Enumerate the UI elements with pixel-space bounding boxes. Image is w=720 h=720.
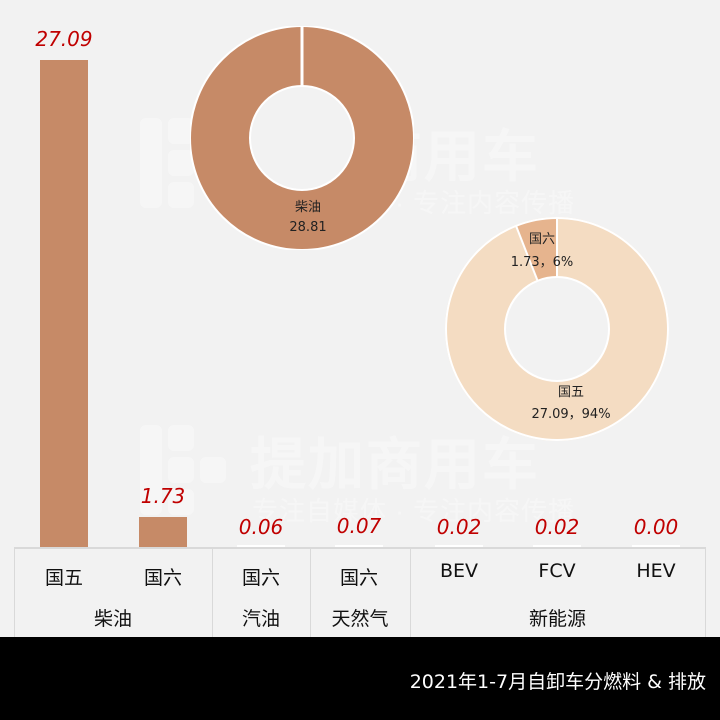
bar-gas-guoliu [335, 545, 383, 547]
donut-emission-guoliu-value: 1.73，6% [510, 255, 574, 270]
bar-hev [632, 545, 680, 547]
value-label: 27.09 [35, 27, 93, 51]
axis-divider [410, 547, 411, 637]
axis-category: FCV [538, 560, 576, 582]
footer-bar: 2021年1-7月自卸车分燃料 & 排放 [0, 637, 720, 720]
bar-diesel-guoliu [139, 517, 187, 547]
axis-category: 国六 [339, 567, 378, 589]
bar-fcv [533, 545, 581, 547]
donut-emission-guowu-name: 国五 [557, 385, 584, 400]
chart-canvas: 提加商用车 专注自媒体 · 专注内容传播 提加商用车 专注自媒体 · 专注内容传… [14, 26, 706, 639]
bar-diesel-guowu [40, 60, 88, 547]
value-label: 0.02 [534, 515, 580, 539]
donut-diesel-name: 柴油 [294, 200, 321, 215]
axis-group: 新能源 [528, 608, 586, 630]
value-label: 0.07 [336, 514, 382, 538]
x-axis [14, 547, 705, 639]
axis-group: 柴油 [93, 608, 132, 630]
axis-group: 汽油 [241, 608, 280, 630]
axis-category: 国六 [143, 567, 182, 589]
axis-divider [310, 547, 311, 637]
axis-divider [14, 547, 15, 637]
value-label: 0.02 [436, 515, 482, 539]
axis-category: BEV [439, 560, 479, 582]
value-label: 1.73 [140, 484, 186, 508]
watermark-logo-icon [140, 425, 230, 515]
bar-gasoline-guoliu [237, 545, 285, 547]
donut-emission-guoliu-name: 国六 [528, 232, 555, 247]
bar-bev [435, 545, 483, 547]
axis-group: 天然气 [331, 608, 389, 630]
axis-category: 国五 [44, 567, 83, 589]
value-label: 0.00 [633, 515, 679, 539]
donut-emission [445, 217, 669, 441]
axis-category: 国六 [241, 567, 280, 589]
donut-diesel-value: 28.81 [289, 220, 327, 235]
axis-category: HEV [636, 560, 676, 582]
value-label: 0.06 [238, 515, 284, 539]
axis-divider [705, 547, 706, 637]
chart-title: 2021年1-7月自卸车分燃料 & 排放 [409, 671, 706, 693]
donut-emission-guowu-value: 27.09，94% [531, 407, 611, 422]
donut-diesel [190, 26, 414, 250]
axis-divider [212, 547, 213, 637]
